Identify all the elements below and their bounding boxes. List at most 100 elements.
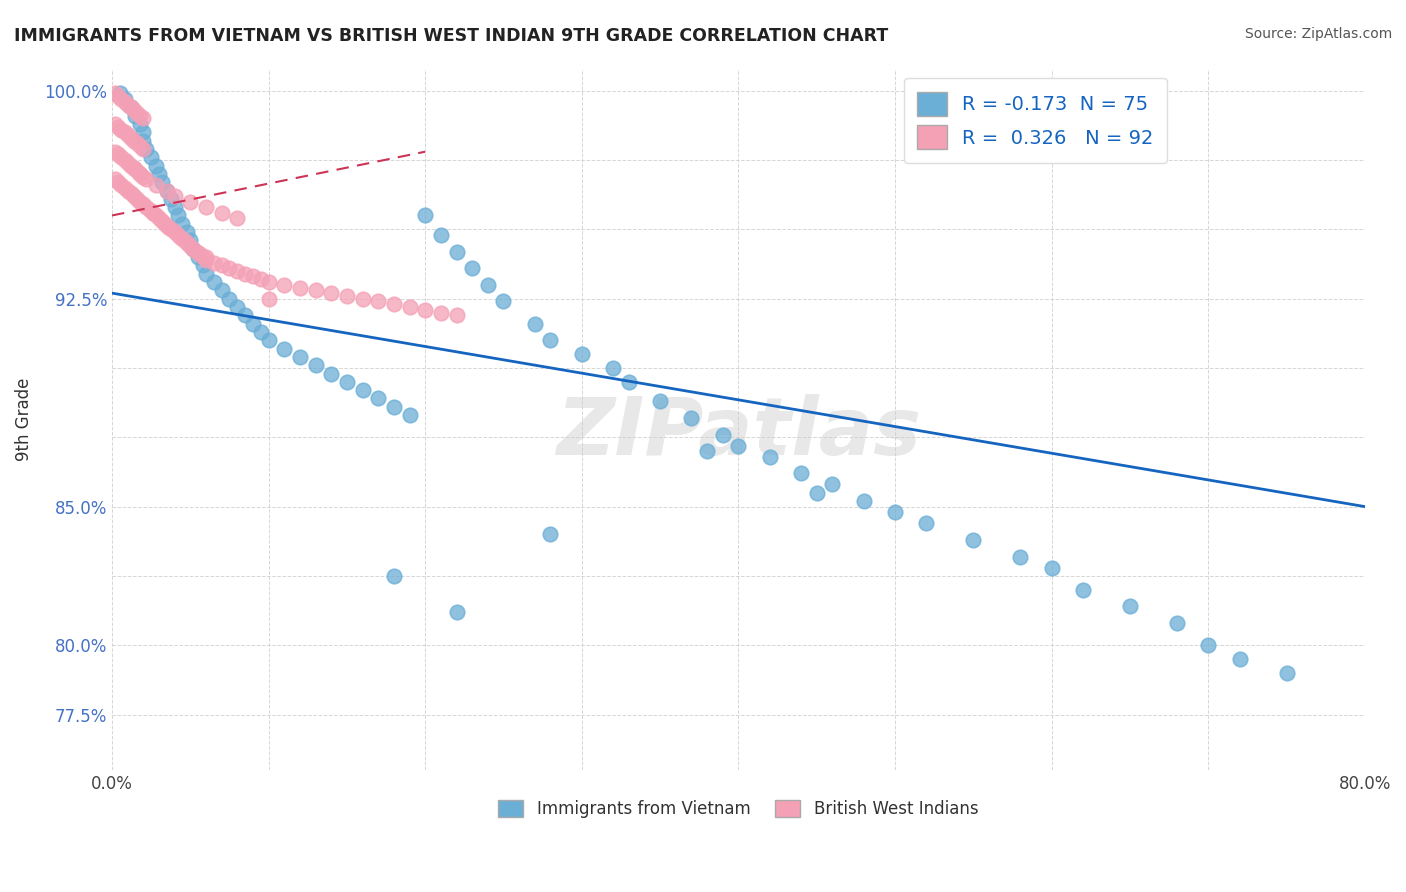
Point xyxy=(160,192,183,206)
Point xyxy=(183,242,205,256)
Point xyxy=(226,300,249,314)
Point xyxy=(145,209,167,223)
Point xyxy=(122,161,145,176)
Point xyxy=(129,139,152,153)
Text: IMMIGRANTS FROM VIETNAM VS BRITISH WEST INDIAN 9TH GRADE CORRELATION CHART: IMMIGRANTS FROM VIETNAM VS BRITISH WEST … xyxy=(14,27,889,45)
Point xyxy=(117,184,139,198)
Point xyxy=(135,172,157,186)
Point xyxy=(166,209,188,223)
Point xyxy=(288,350,311,364)
Point xyxy=(104,87,127,101)
Point xyxy=(648,394,671,409)
Y-axis label: 9th Grade: 9th Grade xyxy=(15,377,32,461)
Point xyxy=(122,134,145,148)
Point xyxy=(477,277,499,292)
Point xyxy=(104,145,127,159)
Point xyxy=(145,178,167,192)
Point xyxy=(163,200,186,214)
Point xyxy=(132,197,155,211)
Point xyxy=(233,308,256,322)
Point xyxy=(571,347,593,361)
Point xyxy=(430,305,453,319)
Point xyxy=(382,297,405,311)
Point xyxy=(104,172,127,186)
Point xyxy=(156,184,179,198)
Point xyxy=(1275,665,1298,680)
Point xyxy=(150,175,173,189)
Point xyxy=(540,333,562,347)
Point xyxy=(194,250,217,264)
Point xyxy=(790,467,813,481)
Point xyxy=(107,120,129,134)
Point xyxy=(104,117,127,131)
Point xyxy=(367,294,389,309)
Point xyxy=(120,131,142,145)
Point xyxy=(129,167,152,181)
Point xyxy=(413,302,436,317)
Point xyxy=(211,283,233,297)
Point xyxy=(273,342,295,356)
Point xyxy=(156,184,179,198)
Point xyxy=(107,147,129,161)
Point xyxy=(129,117,152,131)
Point xyxy=(120,100,142,114)
Point xyxy=(142,205,165,219)
Point xyxy=(304,283,326,297)
Point xyxy=(249,325,271,339)
Point xyxy=(211,205,233,219)
Point xyxy=(120,186,142,201)
Legend: Immigrants from Vietnam, British West Indians: Immigrants from Vietnam, British West In… xyxy=(492,793,986,825)
Point xyxy=(191,259,214,273)
Point xyxy=(218,261,240,276)
Point xyxy=(446,308,468,322)
Point xyxy=(172,217,194,231)
Point xyxy=(962,533,984,547)
Point xyxy=(110,122,132,136)
Point xyxy=(461,261,484,276)
Point xyxy=(129,167,152,181)
Point xyxy=(367,392,389,406)
Point xyxy=(446,244,468,259)
Point xyxy=(211,259,233,273)
Point xyxy=(194,252,217,267)
Point xyxy=(155,217,177,231)
Point xyxy=(681,410,703,425)
Point xyxy=(114,125,136,139)
Point xyxy=(202,275,225,289)
Point xyxy=(132,125,155,139)
Point xyxy=(129,109,152,123)
Point xyxy=(242,269,264,284)
Point xyxy=(430,227,453,242)
Point xyxy=(1010,549,1032,564)
Point xyxy=(117,97,139,112)
Point xyxy=(117,128,139,142)
Point xyxy=(145,159,167,173)
Point xyxy=(163,189,186,203)
Point xyxy=(226,264,249,278)
Point xyxy=(1071,582,1094,597)
Point xyxy=(120,100,142,114)
Point xyxy=(257,333,280,347)
Point xyxy=(173,234,195,248)
Point xyxy=(602,361,624,376)
Point xyxy=(233,267,256,281)
Point xyxy=(170,230,193,244)
Point xyxy=(696,444,718,458)
Point xyxy=(110,150,132,164)
Point xyxy=(352,383,374,397)
Point xyxy=(1166,615,1188,630)
Point xyxy=(124,109,146,123)
Point xyxy=(382,569,405,583)
Point xyxy=(257,275,280,289)
Point xyxy=(114,153,136,167)
Point xyxy=(139,150,162,164)
Point xyxy=(382,400,405,414)
Point xyxy=(163,225,186,239)
Point xyxy=(523,317,546,331)
Point xyxy=(122,189,145,203)
Point xyxy=(132,112,155,126)
Point xyxy=(125,192,148,206)
Point xyxy=(218,292,240,306)
Point xyxy=(176,236,198,251)
Point xyxy=(148,211,170,226)
